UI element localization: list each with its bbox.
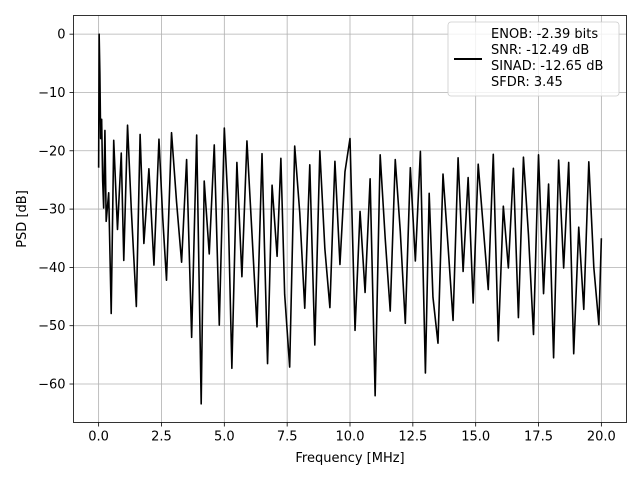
legend-entry-enob: ENOB: -2.39 bits: [491, 27, 598, 42]
x-axis-label: Frequency [MHz]: [295, 451, 404, 466]
y-tick-label: −50: [38, 319, 65, 334]
x-tick-label: 7.5: [277, 430, 298, 445]
ticks: 0.0 2.5 5.0 7.5 10.0 12.5 15.0 17.5 20.0 0 −10 −20 −…: [38, 28, 616, 445]
legend: ENOB: -2.39 bits SNR: -12.49 dB SINAD: -…: [447, 21, 620, 97]
y-tick-label: −20: [38, 144, 65, 159]
x-tick-label: 17.5: [524, 430, 553, 445]
x-tick-label: 10.0: [336, 430, 365, 445]
x-tick-label: 20.0: [587, 430, 616, 445]
series-layer: [97, 33, 603, 405]
x-tick-label: 0.0: [88, 430, 109, 445]
legend-box: [447, 21, 620, 97]
x-tick-label: 2.5: [151, 430, 172, 445]
y-axis-label: PSD [dB]: [15, 190, 30, 248]
legend-entry-snr: SNR: -12.49 dB: [491, 43, 589, 58]
y-tick-label: −10: [38, 86, 65, 101]
y-tick-label: −30: [38, 203, 65, 218]
legend-entry-sfdr: SFDR: 3.45: [491, 75, 563, 90]
psd-series-line: [97, 33, 603, 405]
y-tick-label: 0: [57, 28, 65, 43]
y-tick-label: −40: [38, 261, 65, 276]
y-tick-label: −60: [38, 378, 65, 393]
x-tick-label: 15.0: [461, 430, 490, 445]
x-tick-label: 12.5: [398, 430, 427, 445]
x-tick-label: 5.0: [214, 430, 235, 445]
legend-entry-sinad: SINAD: -12.65 dB: [491, 59, 603, 74]
